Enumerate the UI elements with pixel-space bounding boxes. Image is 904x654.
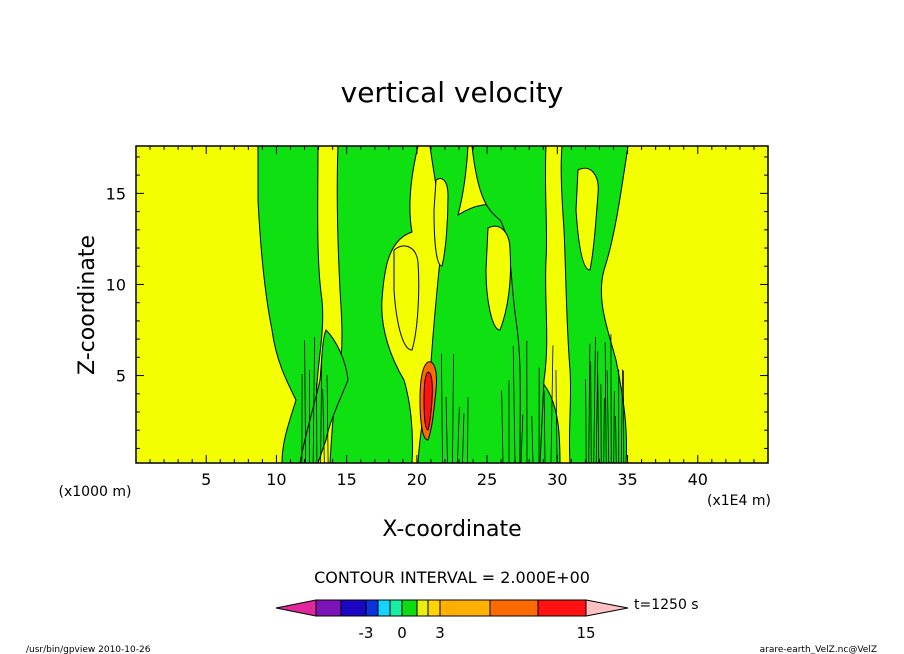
x-unit-left: (x1000 m)	[59, 484, 132, 500]
colorbar-segment-10	[489, 599, 539, 617]
contour-line-22	[593, 337, 596, 463]
colorbar-segment-7	[416, 599, 429, 617]
contour-line-9	[501, 390, 504, 463]
x-tick-label-40: 40	[688, 470, 708, 489]
colorbar-segment-9	[439, 599, 491, 617]
contour-line-30	[613, 391, 615, 463]
contour-line-16	[543, 390, 546, 463]
x-tick-label-35: 35	[617, 470, 637, 489]
colorbar-arrow-high	[585, 599, 629, 617]
x-tick-label-15: 15	[336, 470, 356, 489]
colorbar: -3 0 3 15	[275, 599, 629, 642]
x-tick-label-30: 30	[547, 470, 567, 489]
contour-line-8	[326, 374, 329, 463]
colorbar-label-0: 0	[397, 624, 407, 642]
colorbar-segment-5	[389, 599, 403, 617]
contour-line-38	[457, 407, 460, 463]
colorbar-label--3: -3	[359, 624, 374, 642]
x-axis: 5 10 15 20 25 30 35 40	[149, 146, 755, 489]
contour-line-33	[620, 369, 624, 463]
downdraft-region-3	[575, 167, 599, 271]
contour-line-23	[595, 351, 599, 463]
y-tick-label-15: 15	[106, 184, 126, 203]
contour-line-14	[531, 416, 534, 463]
contour-line-27	[604, 342, 607, 463]
contour-line-4	[312, 337, 316, 463]
contour-line-2	[304, 340, 307, 463]
y-axis: 5 10 15	[106, 156, 768, 449]
plot-frame	[135, 145, 769, 464]
y-axis-label: Z-coordinate	[75, 235, 100, 375]
x-unit-right: (x1E4 m)	[707, 493, 771, 509]
downdraft-region-1	[393, 245, 420, 351]
contour-line-39	[462, 413, 465, 463]
colorbar-segment-8	[427, 599, 441, 617]
colorbar-segment-2	[340, 599, 367, 617]
downdraft-region-2	[485, 225, 511, 331]
footer-left: /usr/bin/gpview 2010-10-26	[26, 645, 151, 654]
contour-line-7	[322, 389, 325, 463]
colorbar-arrow-low	[275, 599, 317, 617]
contour-interval-label: CONTOUR INTERVAL = 2.000E+00	[314, 568, 590, 587]
contour-line-24	[597, 372, 600, 463]
contour-line-6	[320, 355, 323, 463]
updraft-region-1	[257, 146, 324, 463]
x-tick-label-20: 20	[407, 470, 427, 489]
footer-right: arare-earth_VelZ.nc@VelZ	[760, 645, 877, 654]
x-tick-label-5: 5	[201, 470, 211, 489]
y-tick-label-10: 10	[106, 275, 126, 294]
colorbar-segment-11	[537, 599, 587, 617]
chart-title: vertical velocity	[341, 76, 564, 109]
colorbar-segment-3	[365, 599, 379, 617]
y-tick-label-5: 5	[116, 367, 126, 386]
contour-line-40	[467, 397, 469, 463]
updraft-region-6	[299, 329, 349, 463]
contour-line-37	[452, 354, 454, 463]
updraft-region-2	[329, 146, 419, 463]
downdraft-region-4	[433, 178, 449, 267]
contour-line-17	[550, 345, 554, 463]
x-axis-label: X-coordinate	[382, 517, 521, 542]
contour-line-21	[590, 361, 592, 463]
colorbar-label-3: 3	[435, 624, 445, 642]
contour-field	[257, 146, 629, 463]
contour-line-31	[615, 415, 617, 463]
contour-line-18	[555, 370, 558, 463]
contour-line-11	[512, 345, 516, 463]
contour-line-35	[441, 353, 443, 463]
contour-line-26	[603, 398, 605, 463]
updraft-region-4	[471, 146, 548, 463]
time-label: t=1250 s	[634, 597, 699, 613]
contour-line-19	[585, 379, 587, 463]
colorbar-label-15: 15	[576, 624, 595, 642]
updraft-core-inner	[423, 371, 433, 431]
colorbar-segment-1	[315, 599, 342, 617]
contour-line-36	[445, 396, 448, 463]
colorbar-segment-4	[377, 599, 391, 617]
contour-line-20	[588, 343, 591, 463]
colorbar-segment-6	[401, 599, 418, 617]
x-tick-label-25: 25	[477, 470, 497, 489]
contour-line-12	[520, 414, 524, 463]
contour-line-28	[606, 370, 610, 463]
x-tick-label-10: 10	[266, 470, 286, 489]
